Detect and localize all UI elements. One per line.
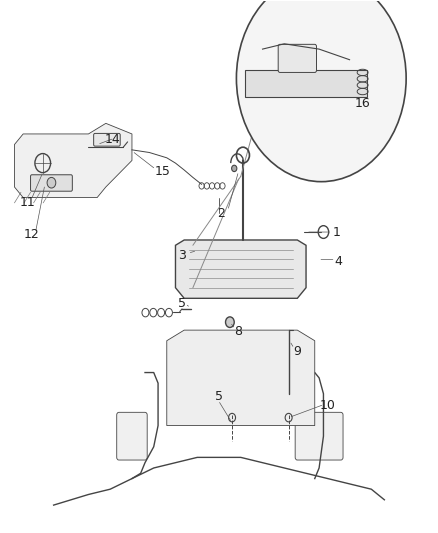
FancyBboxPatch shape xyxy=(31,175,72,191)
Text: 3: 3 xyxy=(178,249,186,262)
Text: 2: 2 xyxy=(217,207,225,220)
Text: 5: 5 xyxy=(178,297,186,310)
Text: 16: 16 xyxy=(355,97,371,110)
Polygon shape xyxy=(176,240,306,298)
Text: 12: 12 xyxy=(24,228,40,241)
Circle shape xyxy=(226,317,234,327)
Text: 11: 11 xyxy=(20,196,35,209)
Polygon shape xyxy=(14,123,132,198)
Text: 8: 8 xyxy=(235,325,243,338)
FancyBboxPatch shape xyxy=(278,44,317,72)
FancyBboxPatch shape xyxy=(295,413,343,460)
FancyBboxPatch shape xyxy=(94,133,120,146)
Circle shape xyxy=(237,0,406,182)
Circle shape xyxy=(232,165,237,172)
FancyBboxPatch shape xyxy=(117,413,147,460)
Text: 10: 10 xyxy=(320,399,336,412)
Text: 15: 15 xyxy=(155,165,170,177)
Text: 1: 1 xyxy=(332,225,340,239)
Text: 4: 4 xyxy=(335,255,343,268)
Text: 14: 14 xyxy=(105,133,120,146)
Circle shape xyxy=(47,177,56,188)
Text: 5: 5 xyxy=(215,390,223,403)
Polygon shape xyxy=(167,330,315,425)
Text: 9: 9 xyxy=(293,345,301,358)
Polygon shape xyxy=(245,70,367,97)
